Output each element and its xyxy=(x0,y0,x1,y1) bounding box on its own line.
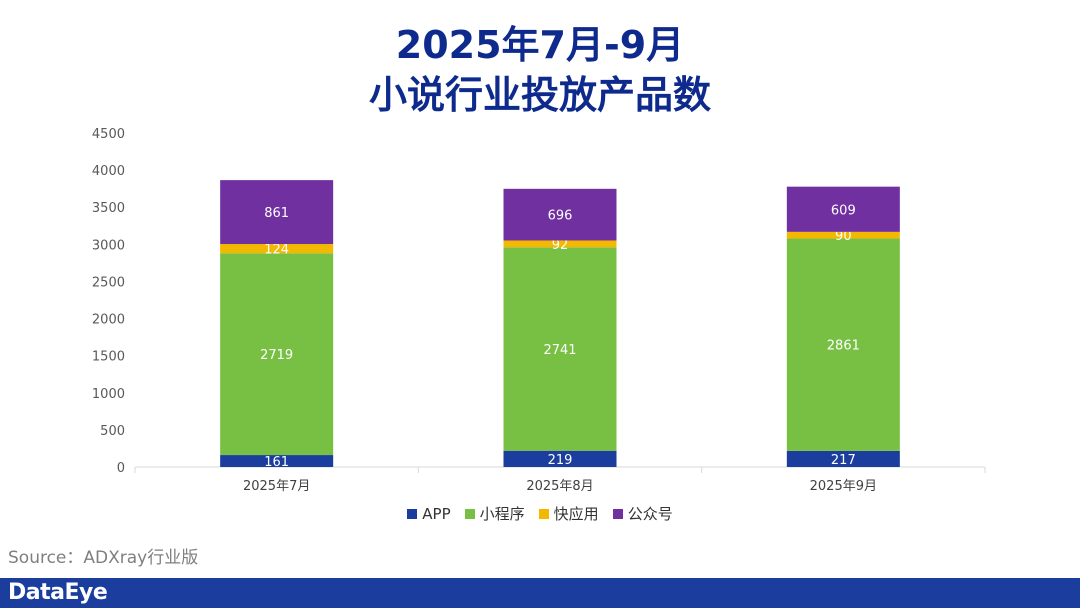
bar-segment xyxy=(503,188,617,241)
chart-title-line1: 2025年7月-9月 xyxy=(395,23,685,67)
data-label: 861 xyxy=(264,206,289,221)
y-tick-label: 1500 xyxy=(92,350,125,365)
dataeye-logo: DataEye xyxy=(8,580,108,605)
legend-item: APP xyxy=(407,503,451,524)
data-label: 2861 xyxy=(827,339,860,354)
bar-segment xyxy=(503,450,617,467)
data-label: 2719 xyxy=(260,348,293,363)
legend-item: 公众号 xyxy=(612,503,673,524)
y-tick-label: 3500 xyxy=(92,201,125,216)
data-label: 696 xyxy=(548,209,573,224)
chart-legend: APP 小程序 快应用 公众号 xyxy=(0,503,1080,524)
chart-title-line2: 小说行业投放产品数 xyxy=(368,73,711,117)
bar-segment xyxy=(786,238,900,451)
y-tick-label: 4500 xyxy=(92,127,125,142)
legend-swatch xyxy=(407,508,418,519)
data-label: 2741 xyxy=(543,343,576,358)
legend-label: 小程序 xyxy=(479,505,525,523)
x-tick-label: 2025年7月 xyxy=(243,479,310,494)
data-label: 92 xyxy=(552,238,569,253)
x-tick-label: 2025年9月 xyxy=(810,479,877,494)
bar-segment xyxy=(220,180,334,245)
bar-segment xyxy=(786,186,900,232)
y-tick-label: 2000 xyxy=(92,313,125,328)
y-tick-label: 0 xyxy=(117,461,125,476)
bar-segment xyxy=(220,455,334,467)
y-tick-label: 2500 xyxy=(92,275,125,290)
data-label: 124 xyxy=(264,243,289,258)
data-label: 219 xyxy=(548,453,573,468)
y-tick-label: 3000 xyxy=(92,238,125,253)
legend-label: 公众号 xyxy=(627,505,673,523)
footer-bar: DataEye xyxy=(0,578,1080,608)
data-label: 609 xyxy=(831,203,856,218)
data-label: 161 xyxy=(264,455,289,470)
y-tick-label: 1000 xyxy=(92,387,125,402)
x-tick-label: 2025年8月 xyxy=(526,479,593,494)
bar-segment xyxy=(503,240,617,248)
legend-item: 快应用 xyxy=(538,503,599,524)
legend-swatch xyxy=(464,508,475,519)
data-label: 217 xyxy=(831,453,856,468)
bar-segment xyxy=(503,247,617,451)
legend-label: 快应用 xyxy=(553,505,599,523)
bar-segment xyxy=(786,231,900,239)
legend-label: APP xyxy=(422,504,451,523)
y-tick-label: 4000 xyxy=(92,164,125,179)
source-note: Source：ADXray行业版 xyxy=(8,548,199,568)
bar-segment xyxy=(220,253,334,456)
legend-swatch xyxy=(538,508,549,519)
legend-item: 小程序 xyxy=(464,503,525,524)
bar-segment xyxy=(786,450,900,467)
bar-segment xyxy=(220,244,334,254)
legend-swatch xyxy=(612,508,623,519)
y-tick-label: 500 xyxy=(100,424,125,439)
data-label: 90 xyxy=(835,229,852,244)
